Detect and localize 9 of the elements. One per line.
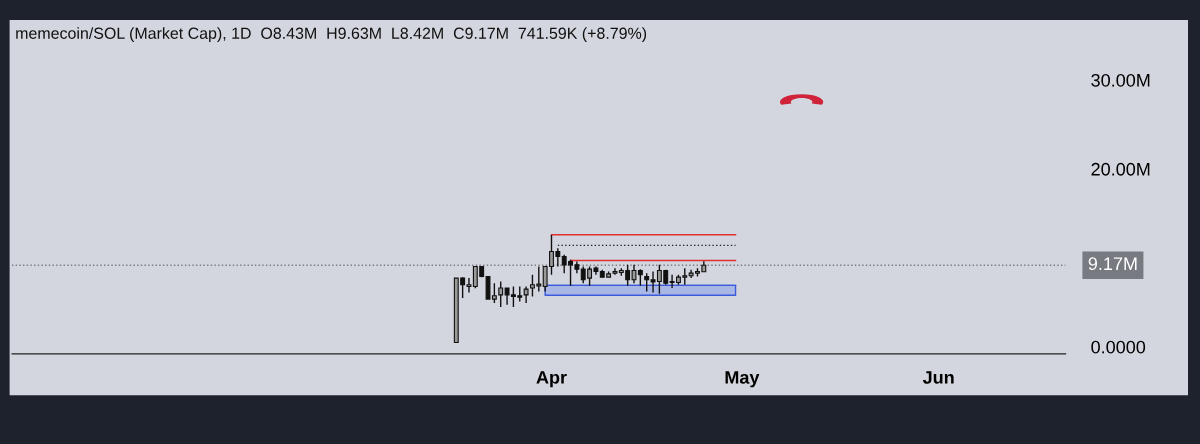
ref-line-label: 9.17M (1088, 257, 1137, 271)
candlestick (498, 280, 504, 308)
x-tick-label: Jun (922, 371, 954, 384)
y-tick-label: 0.0000 (1091, 340, 1146, 354)
x-tick-label: Apr (536, 371, 567, 388)
y-tick-label: 20.00M (1091, 162, 1150, 176)
x-tick-label: May (725, 371, 760, 388)
y-tick-label: 30.00M (1091, 73, 1150, 87)
chart-title: memecoin/SOL (Market Cap), 1D O8.43M H9.63M L8.42M C9.17M 741.59K (+8.79%) (16, 27, 647, 43)
